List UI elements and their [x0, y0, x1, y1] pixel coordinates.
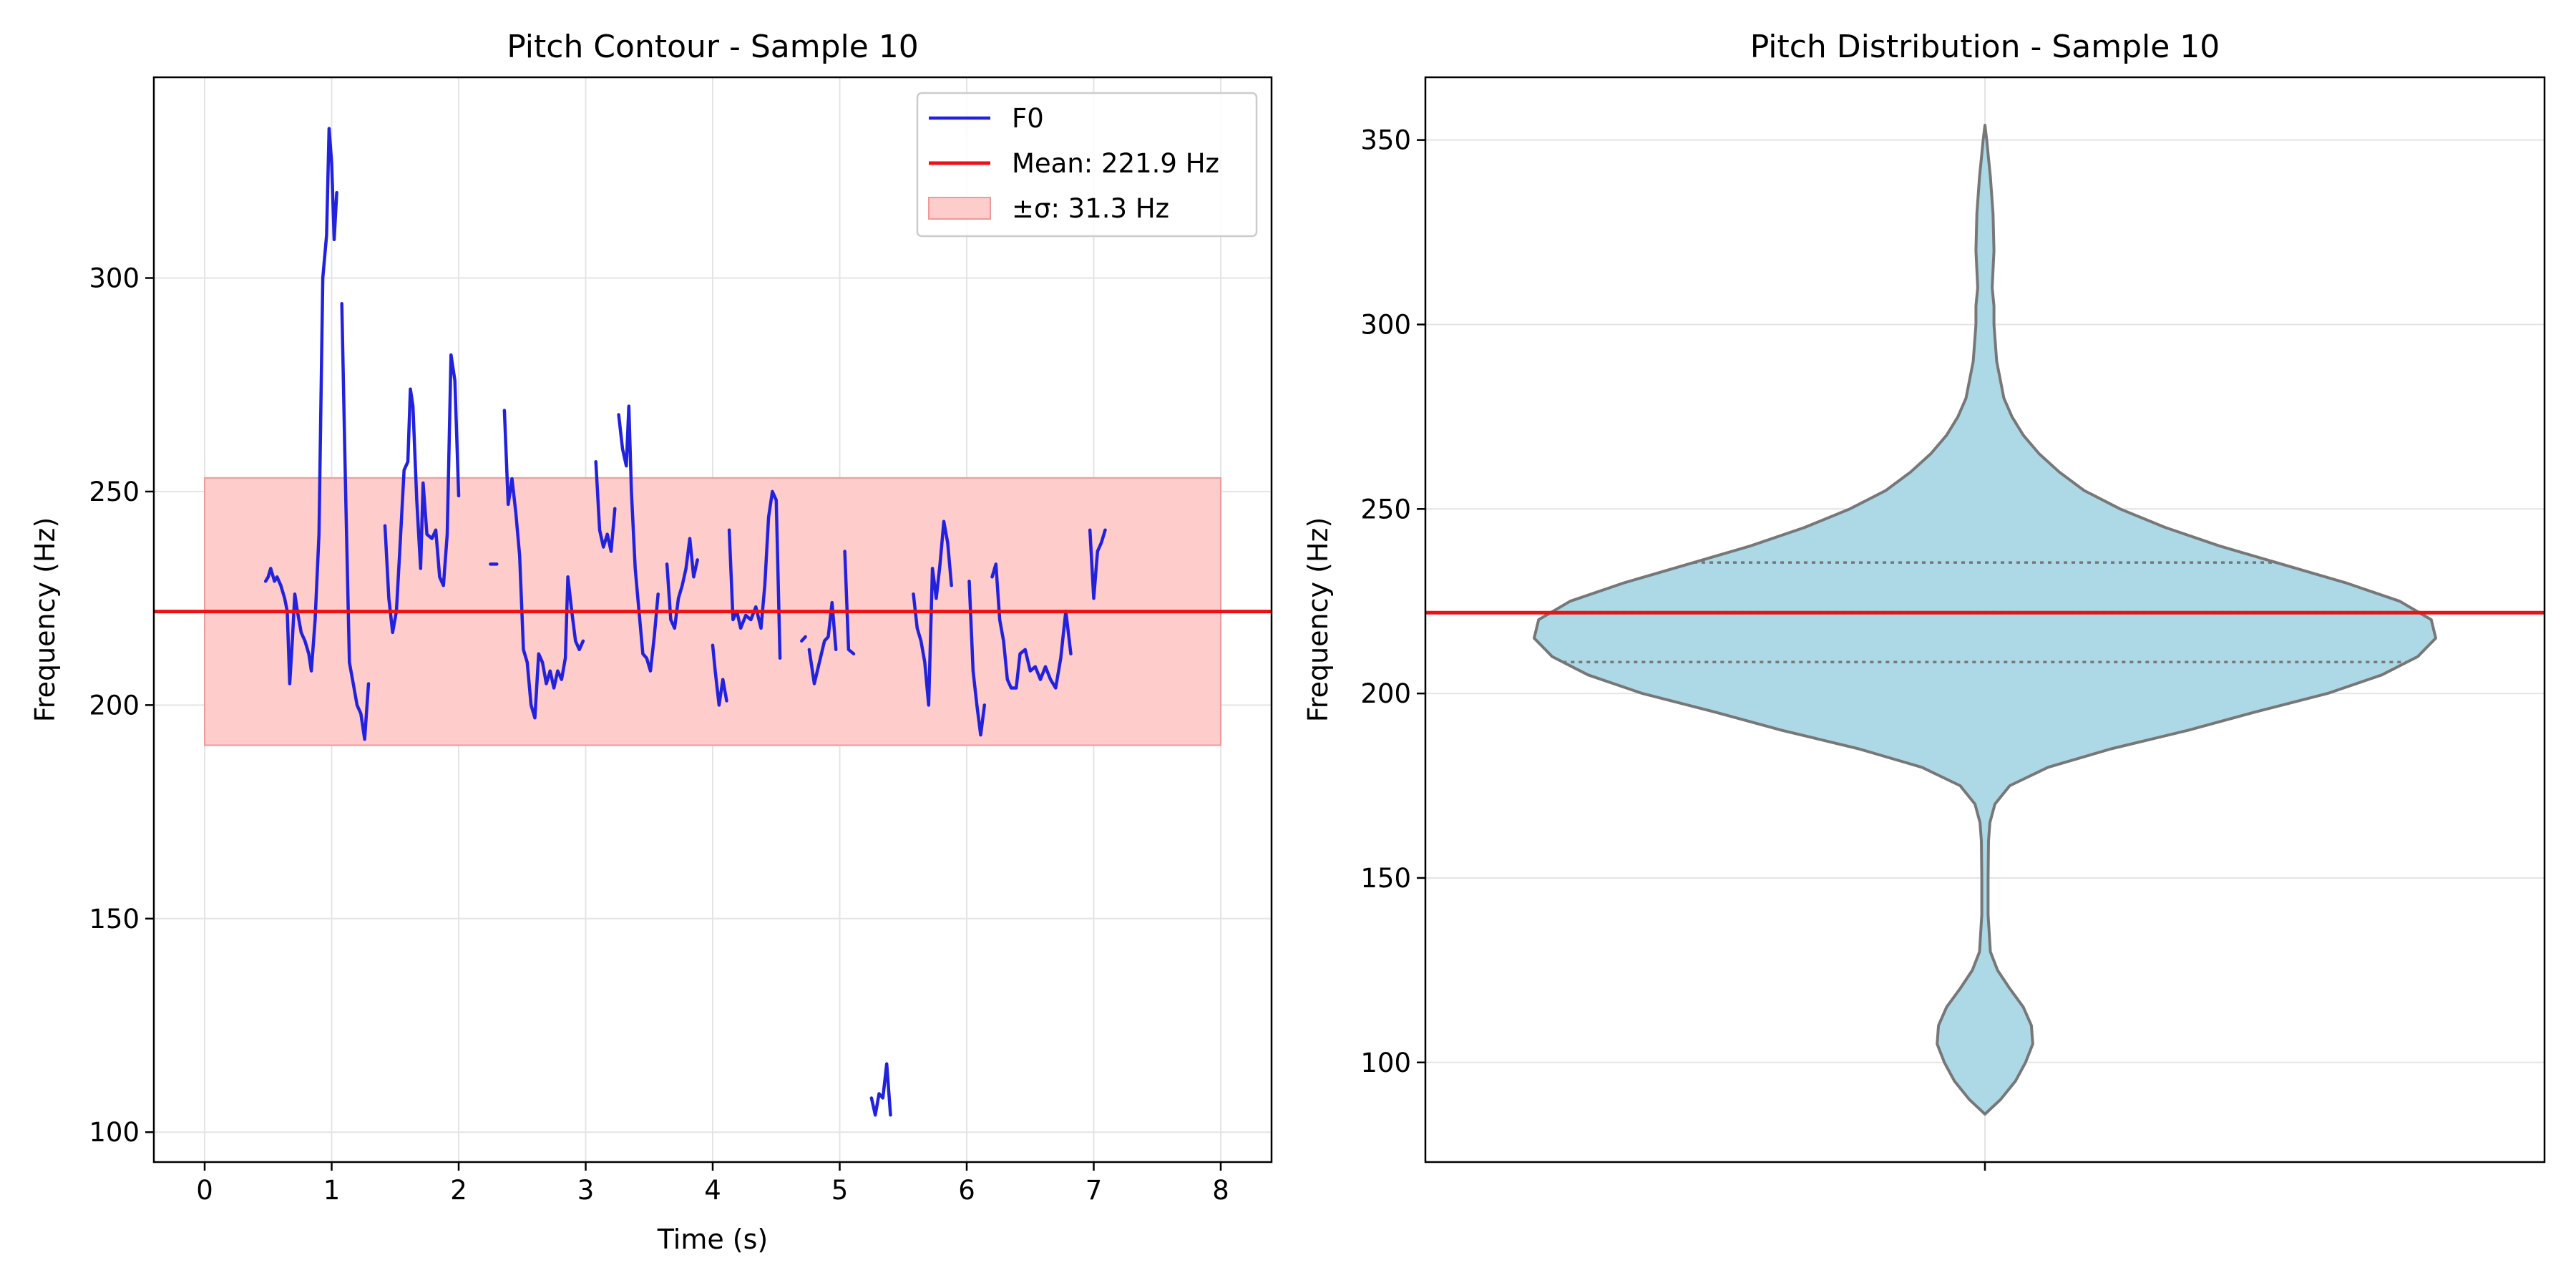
f0-segment [912, 519, 953, 707]
contour-x-tick-label: 6 [958, 1175, 975, 1206]
contour-y-tick-label: 200 [89, 690, 140, 721]
contour-x-tick-label: 0 [196, 1175, 213, 1206]
contour-x-tick-label: 4 [704, 1175, 721, 1206]
f0-segment [990, 562, 1073, 690]
f0-segment [502, 409, 585, 720]
f0-segment [843, 550, 856, 655]
distribution-y-axis-label: Frequency (Hz) [1302, 517, 1334, 723]
f0-segment [263, 127, 338, 686]
legend: F0 Mean: 221.9 Hz ±σ: 31.3 Hz [916, 92, 1258, 238]
legend-sigma-label: ±σ: 31.3 Hz [1012, 193, 1169, 224]
f0-segment [800, 635, 807, 643]
contour-y-tick-label: 100 [89, 1117, 140, 1148]
f0-segment [711, 643, 728, 707]
pitch-distribution-panel: 100 150 200 250 300 350 Pitch Distribution - … [1302, 29, 2546, 1171]
contour-x-tick-label: 5 [831, 1175, 849, 1206]
contour-x-tick-label: 1 [323, 1175, 341, 1206]
contour-title: Pitch Contour - Sample 10 [507, 29, 919, 65]
contour-x-tick-label: 3 [577, 1175, 595, 1206]
legend-mean-label: Mean: 221.9 Hz [1012, 148, 1219, 179]
f0-segment [617, 404, 660, 673]
legend-box [916, 92, 1258, 238]
f0-segment [807, 600, 838, 686]
contour-x-tick-label: 8 [1212, 1175, 1229, 1206]
f0-segment [665, 537, 699, 630]
distribution-title: Pitch Distribution - Sample 10 [1750, 29, 2220, 65]
contour-x-tick-label: 7 [1085, 1175, 1103, 1206]
legend-f0-label: F0 [1012, 103, 1044, 134]
f0-segment [869, 1062, 892, 1117]
distribution-y-tick-label: 350 [1360, 125, 1411, 156]
distribution-y-tick-label: 250 [1360, 494, 1411, 525]
contour-x-tick-label: 2 [450, 1175, 467, 1206]
distribution-y-ticks: 100 150 200 250 300 350 [1360, 125, 1425, 1078]
distribution-y-tick-label: 300 [1360, 309, 1411, 340]
f0-segment [594, 459, 617, 553]
pitch-contour-panel: 0 1 2 3 4 5 6 7 8 100 150 200 250 300 Pitch Contour … [29, 29, 1273, 1255]
legend-sigma-swatch [928, 197, 991, 220]
contour-y-tick-label: 250 [89, 477, 140, 507]
contour-y-axis-label: Frequency (Hz) [29, 517, 61, 723]
contour-x-ticks: 0 1 2 3 4 5 6 7 8 [196, 1162, 1229, 1206]
distribution-y-tick-label: 150 [1360, 863, 1411, 894]
distribution-y-tick-label: 200 [1360, 678, 1411, 709]
contour-x-axis-label: Time (s) [657, 1224, 769, 1255]
contour-y-tick-label: 300 [89, 263, 140, 294]
f0-segment [340, 302, 371, 741]
f0-segment [967, 580, 987, 737]
contour-y-tick-label: 150 [89, 904, 140, 935]
contour-y-ticks: 100 150 200 250 300 [89, 263, 154, 1148]
distribution-y-tick-label: 100 [1360, 1048, 1411, 1078]
f0-segment [1088, 528, 1107, 600]
f0-segment [383, 353, 461, 635]
violin-body [1533, 124, 2437, 1116]
